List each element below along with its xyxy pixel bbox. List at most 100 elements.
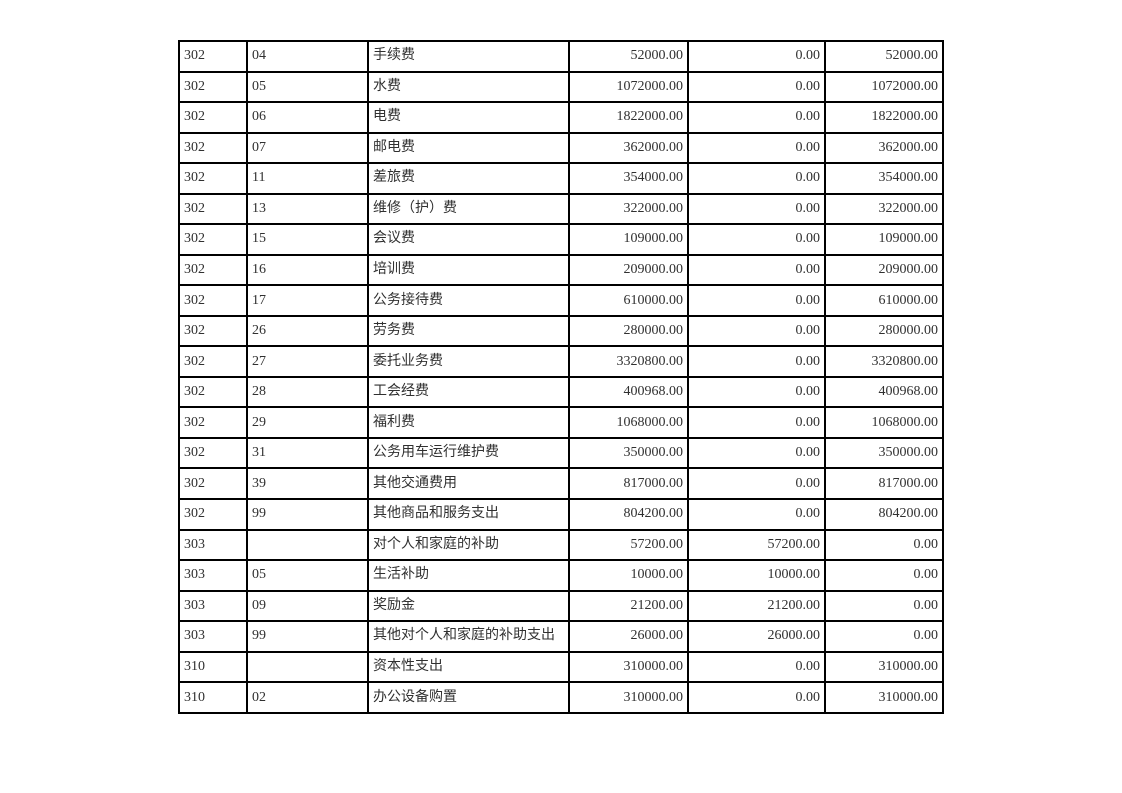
cell-amount-1: 400968.00 [568,375,689,409]
cell-item-code [246,528,369,562]
cell-amount-1: 310000.00 [568,681,689,714]
cell-amount-3: 52000.00 [824,40,944,73]
cell-class-code: 302 [178,345,248,378]
cell-amount-1: 1072000.00 [568,70,689,104]
cell-amount-1: 109000.00 [568,223,689,256]
cell-item-name: 电费 [367,101,570,134]
cell-amount-1: 26000.00 [568,620,689,653]
table-row: 303 05 生活补助 10000.00 10000.00 0.00 [178,559,944,592]
cell-item-code: 09 [246,589,369,623]
cell-amount-1: 354000.00 [568,162,689,195]
cell-amount-1: 350000.00 [568,436,689,470]
cell-item-name: 委托业务费 [367,345,570,378]
table-row: 302 29 福利费 1068000.00 0.00 1068000.00 [178,406,944,439]
cell-item-code: 07 [246,131,369,165]
cell-amount-3: 1822000.00 [824,101,944,134]
table-row: 302 28 工会经费 400968.00 0.00 400968.00 [178,375,944,409]
cell-amount-2: 0.00 [687,375,826,409]
cell-class-code: 302 [178,406,248,439]
cell-item-name: 水费 [367,70,570,104]
cell-amount-3: 354000.00 [824,162,944,195]
cell-amount-1: 209000.00 [568,253,689,287]
table-row: 302 15 会议费 109000.00 0.00 109000.00 [178,223,944,256]
cell-amount-1: 52000.00 [568,40,689,73]
cell-class-code: 303 [178,620,248,653]
cell-amount-3: 400968.00 [824,375,944,409]
cell-class-code: 302 [178,375,248,409]
cell-class-code: 302 [178,40,248,73]
table-row: 302 04 手续费 52000.00 0.00 52000.00 [178,40,944,73]
table-row: 302 05 水费 1072000.00 0.00 1072000.00 [178,70,944,104]
cell-item-name: 生活补助 [367,559,570,592]
cell-item-name: 其他对个人和家庭的补助支出 [367,620,570,653]
cell-amount-3: 817000.00 [824,467,944,500]
cell-item-code: 05 [246,70,369,104]
table-row: 302 11 差旅费 354000.00 0.00 354000.00 [178,162,944,195]
cell-amount-2: 0.00 [687,406,826,439]
cell-amount-1: 1068000.00 [568,406,689,439]
cell-amount-3: 610000.00 [824,284,944,317]
cell-amount-3: 322000.00 [824,192,944,226]
cell-item-code: 13 [246,192,369,226]
cell-item-name: 其他商品和服务支出 [367,497,570,531]
cell-item-code: 15 [246,223,369,256]
table-row: 302 13 维修（护）费 322000.00 0.00 322000.00 [178,192,944,226]
table-row: 303 对个人和家庭的补助 57200.00 57200.00 0.00 [178,528,944,562]
cell-amount-2: 0.00 [687,40,826,73]
cell-amount-2: 0.00 [687,345,826,378]
cell-amount-2: 0.00 [687,223,826,256]
table-row: 302 27 委托业务费 3320800.00 0.00 3320800.00 [178,345,944,378]
cell-item-name: 公务接待费 [367,284,570,317]
cell-item-name: 差旅费 [367,162,570,195]
cell-amount-3: 209000.00 [824,253,944,287]
cell-class-code: 302 [178,101,248,134]
cell-amount-2: 57200.00 [687,528,826,562]
cell-amount-2: 0.00 [687,650,826,684]
cell-class-code: 303 [178,528,248,562]
cell-amount-2: 0.00 [687,192,826,226]
cell-class-code: 302 [178,497,248,531]
cell-item-name: 会议费 [367,223,570,256]
table-row: 302 06 电费 1822000.00 0.00 1822000.00 [178,101,944,134]
table-row: 303 09 奖励金 21200.00 21200.00 0.00 [178,589,944,623]
table-row: 302 26 劳务费 280000.00 0.00 280000.00 [178,314,944,348]
cell-amount-2: 0.00 [687,70,826,104]
table-row: 303 99 其他对个人和家庭的补助支出 26000.00 26000.00 0… [178,620,944,653]
table-row: 302 39 其他交通费用 817000.00 0.00 817000.00 [178,467,944,500]
cell-item-code: 02 [246,681,369,714]
cell-amount-3: 0.00 [824,589,944,623]
cell-item-name: 维修（护）费 [367,192,570,226]
cell-class-code: 302 [178,162,248,195]
cell-amount-1: 610000.00 [568,284,689,317]
cell-amount-2: 26000.00 [687,620,826,653]
cell-item-code: 16 [246,253,369,287]
budget-table: 302 04 手续费 52000.00 0.00 52000.00 302 05… [178,40,944,714]
cell-amount-2: 0.00 [687,314,826,348]
cell-amount-2: 0.00 [687,131,826,165]
cell-amount-2: 0.00 [687,681,826,714]
cell-item-code: 99 [246,497,369,531]
cell-item-code: 11 [246,162,369,195]
cell-item-code: 04 [246,40,369,73]
cell-item-code: 27 [246,345,369,378]
table-row: 302 17 公务接待费 610000.00 0.00 610000.00 [178,284,944,317]
cell-item-code: 17 [246,284,369,317]
cell-class-code: 302 [178,284,248,317]
cell-class-code: 302 [178,223,248,256]
cell-amount-2: 21200.00 [687,589,826,623]
cell-item-name: 培训费 [367,253,570,287]
cell-amount-2: 0.00 [687,497,826,531]
cell-amount-2: 0.00 [687,467,826,500]
cell-item-name: 劳务费 [367,314,570,348]
cell-amount-3: 362000.00 [824,131,944,165]
cell-amount-3: 109000.00 [824,223,944,256]
budget-table-body: 302 04 手续费 52000.00 0.00 52000.00 302 05… [178,40,944,714]
table-row: 302 31 公务用车运行维护费 350000.00 0.00 350000.0… [178,436,944,470]
cell-item-name: 邮电费 [367,131,570,165]
cell-item-name: 其他交通费用 [367,467,570,500]
cell-amount-1: 280000.00 [568,314,689,348]
cell-amount-3: 310000.00 [824,681,944,714]
cell-item-code: 99 [246,620,369,653]
cell-item-code: 31 [246,436,369,470]
